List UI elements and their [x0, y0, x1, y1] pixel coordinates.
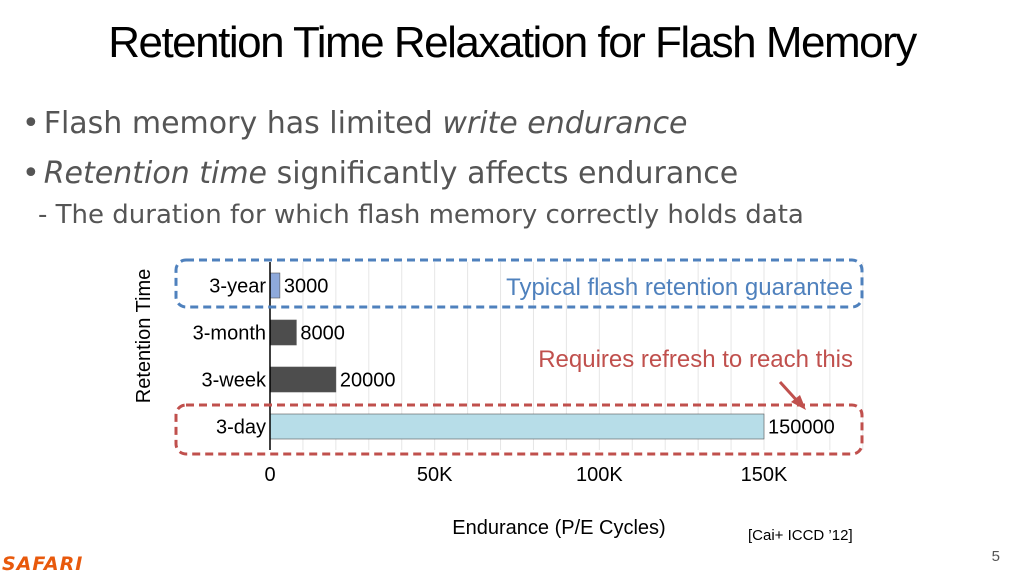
- bullet2-text: significantly affects endurance: [267, 156, 739, 191]
- sub-bullet-duration: - The duration for which flash memory co…: [38, 200, 804, 230]
- bar-3-year: [269, 272, 281, 299]
- bullet-retention-time: • Retention time significantly affects en…: [22, 156, 738, 191]
- x-tick-label: 50K: [417, 464, 453, 486]
- annotation-requires-refresh: Requires refresh to reach this: [538, 346, 853, 373]
- annotation-arrow-head: [791, 395, 806, 410]
- safari-logo: SAFARI: [2, 553, 84, 575]
- bullet-dot: •: [22, 156, 40, 191]
- retention-guarantee-box: [174, 258, 864, 309]
- annotation-retention-guarantee: Typical flash retention guarantee: [506, 274, 853, 301]
- bar-3-week: [269, 366, 337, 393]
- bullet-dot: •: [22, 106, 40, 141]
- category-label: 3-week: [202, 370, 267, 392]
- x-tick-label: 100K: [576, 464, 623, 486]
- chart-value-labels: 3000 8000 20000 150000: [284, 276, 835, 439]
- sub-bullet-text: The duration for which flash memory corr…: [55, 200, 804, 230]
- sub-bullet-dash: -: [38, 200, 56, 230]
- chart-bars: [269, 272, 765, 440]
- bullet-write-endurance: • Flash memory has limited write enduranc…: [22, 106, 688, 141]
- chart-tick-labels: 0 50K 100K 150K: [264, 464, 788, 486]
- category-label: 3-month: [193, 323, 266, 345]
- bar-3-day: [269, 413, 765, 440]
- x-axis-label: Endurance (P/E Cycles): [452, 517, 665, 539]
- category-label: 3-day: [216, 417, 266, 439]
- category-label: 3-year: [209, 276, 266, 298]
- value-label: 3000: [284, 276, 329, 298]
- value-label: 150000: [768, 417, 835, 439]
- citation: [Cai+ ICCD ’12]: [748, 527, 853, 544]
- x-tick-label: 150K: [741, 464, 788, 486]
- value-label: 20000: [340, 370, 396, 392]
- slide-title: Retention Time Relaxation for Flash Memo…: [108, 18, 917, 67]
- bullet1-text: Flash memory has limited: [43, 106, 443, 141]
- value-label: 8000: [300, 323, 345, 345]
- refresh-box: [174, 403, 864, 456]
- chart-category-labels: 3-year 3-month 3-week 3-day: [193, 276, 267, 439]
- page-number: 5: [991, 548, 1000, 565]
- bullet1-emphasis: write endurance: [442, 106, 688, 141]
- x-tick-label: 0: [264, 464, 275, 486]
- bar-3-month: [269, 319, 297, 346]
- bullet2-emphasis: Retention time: [43, 156, 268, 191]
- y-axis-label: Retention Time: [133, 269, 155, 404]
